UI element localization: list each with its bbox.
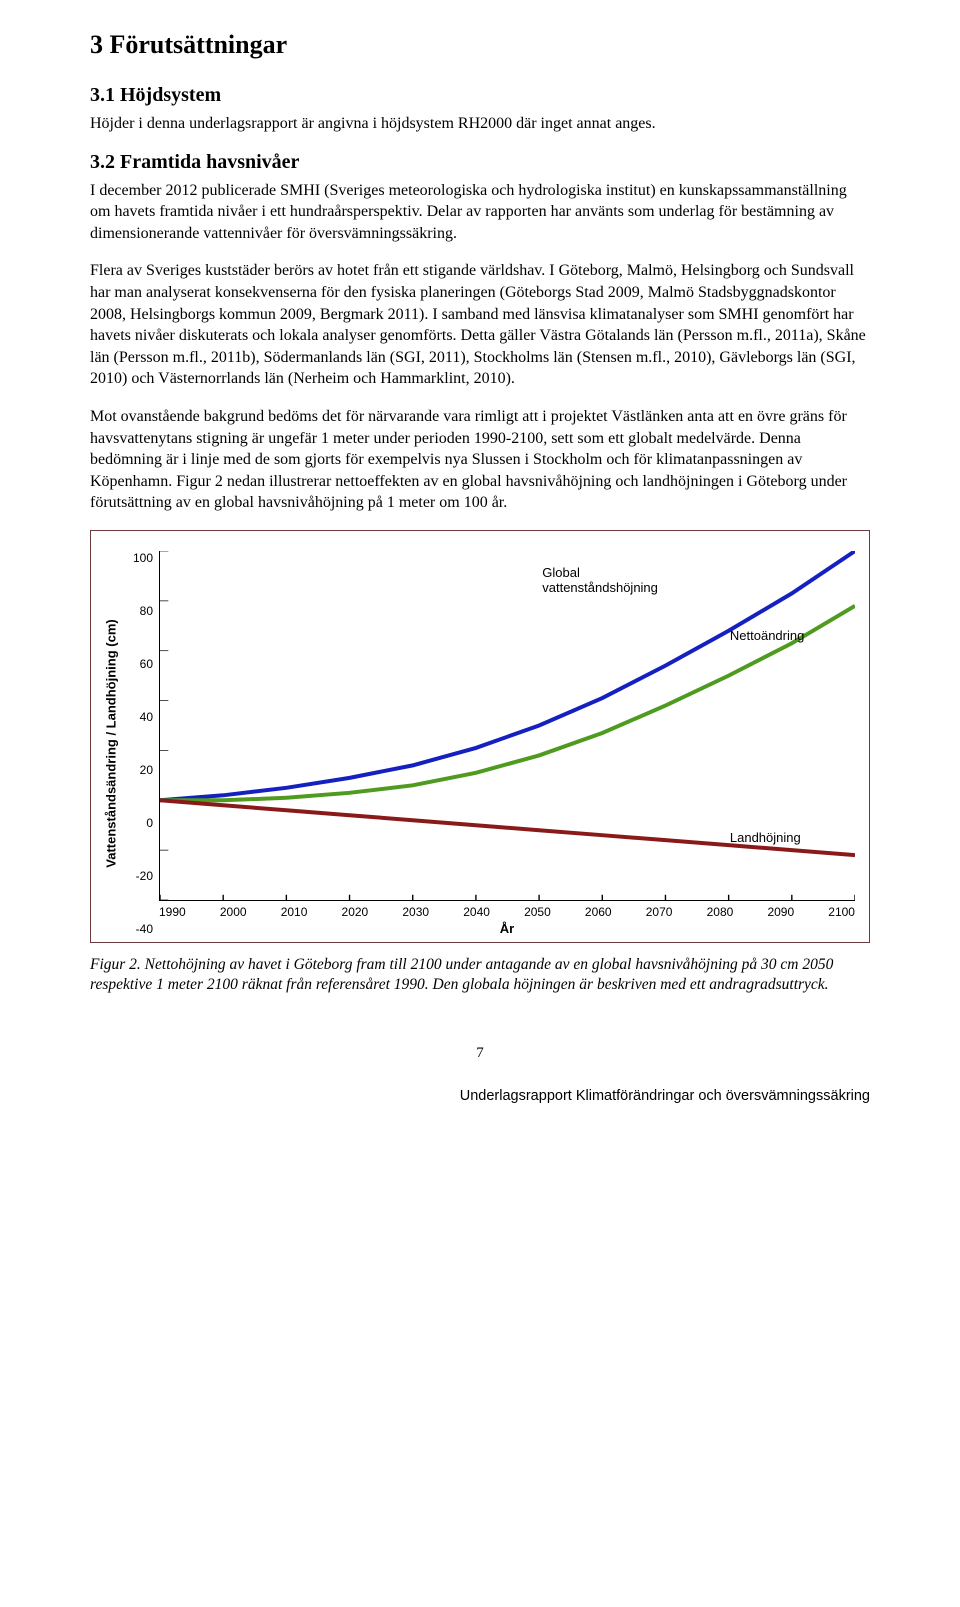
footer-text: Underlagsrapport Klimatförändringar och … bbox=[90, 1088, 870, 1104]
y-axis-label-wrap: Vattenståndsändring / Landhöjning (cm) bbox=[97, 551, 125, 936]
x-axis-label: År bbox=[159, 921, 855, 936]
x-tick: 2030 bbox=[402, 905, 463, 919]
x-axis-ticks: 1990200020102020203020402050206020702080… bbox=[159, 905, 855, 919]
y-tick: 20 bbox=[140, 763, 153, 777]
y-tick: -40 bbox=[136, 922, 153, 936]
paragraph: Flera av Sveriges kuststäder berörs av h… bbox=[90, 260, 870, 390]
y-axis-label: Vattenståndsändring / Landhöjning (cm) bbox=[104, 619, 119, 867]
x-tick: 2040 bbox=[463, 905, 524, 919]
x-tick: 2090 bbox=[767, 905, 828, 919]
series-land bbox=[160, 800, 855, 855]
paragraph: I december 2012 publicerade SMHI (Sverig… bbox=[90, 180, 870, 245]
chart-svg bbox=[160, 551, 855, 900]
x-tick: 2100 bbox=[828, 905, 855, 919]
x-tick: 2050 bbox=[524, 905, 585, 919]
x-tick: 2070 bbox=[646, 905, 707, 919]
y-tick: 60 bbox=[140, 657, 153, 671]
series-label-global: Globalvattenståndshöjning bbox=[542, 565, 658, 595]
figure-2-chart: Vattenståndsändring / Landhöjning (cm) 1… bbox=[90, 530, 870, 943]
series-label-land: Landhöjning bbox=[730, 830, 801, 845]
x-tick: 2000 bbox=[220, 905, 281, 919]
y-tick: 40 bbox=[140, 710, 153, 724]
paragraph: Höjder i denna underlagsrapport är angiv… bbox=[90, 113, 870, 135]
y-tick: 0 bbox=[146, 816, 153, 830]
plot-area: Globalvattenståndshöjning Nettoändring Lan… bbox=[159, 551, 855, 901]
chart-area: Vattenståndsändring / Landhöjning (cm) 1… bbox=[97, 551, 855, 936]
section-heading-3-1: 3.1 Höjdsystem bbox=[90, 84, 870, 107]
figure-caption: Figur 2. Nettohöjning av havet i Götebor… bbox=[90, 955, 870, 995]
x-tick: 2080 bbox=[707, 905, 768, 919]
y-tick: 80 bbox=[140, 604, 153, 618]
page-number: 7 bbox=[90, 1045, 870, 1062]
x-tick: 2060 bbox=[585, 905, 646, 919]
series-label-netto: Nettoändring bbox=[730, 628, 804, 643]
paragraph: Mot ovanstående bakgrund bedöms det för … bbox=[90, 406, 870, 514]
section-heading-1: 3 Förutsättningar bbox=[90, 30, 870, 60]
x-tick: 2010 bbox=[281, 905, 342, 919]
x-tick: 1990 bbox=[159, 905, 220, 919]
plot-column: Globalvattenståndshöjning Nettoändring Lan… bbox=[159, 551, 855, 936]
y-tick: -20 bbox=[136, 869, 153, 883]
section-heading-3-2: 3.2 Framtida havsnivåer bbox=[90, 151, 870, 174]
y-axis-ticks: 100 80 60 40 20 0 -20 -40 bbox=[125, 551, 159, 936]
x-tick: 2020 bbox=[342, 905, 403, 919]
y-tick: 100 bbox=[133, 551, 153, 565]
